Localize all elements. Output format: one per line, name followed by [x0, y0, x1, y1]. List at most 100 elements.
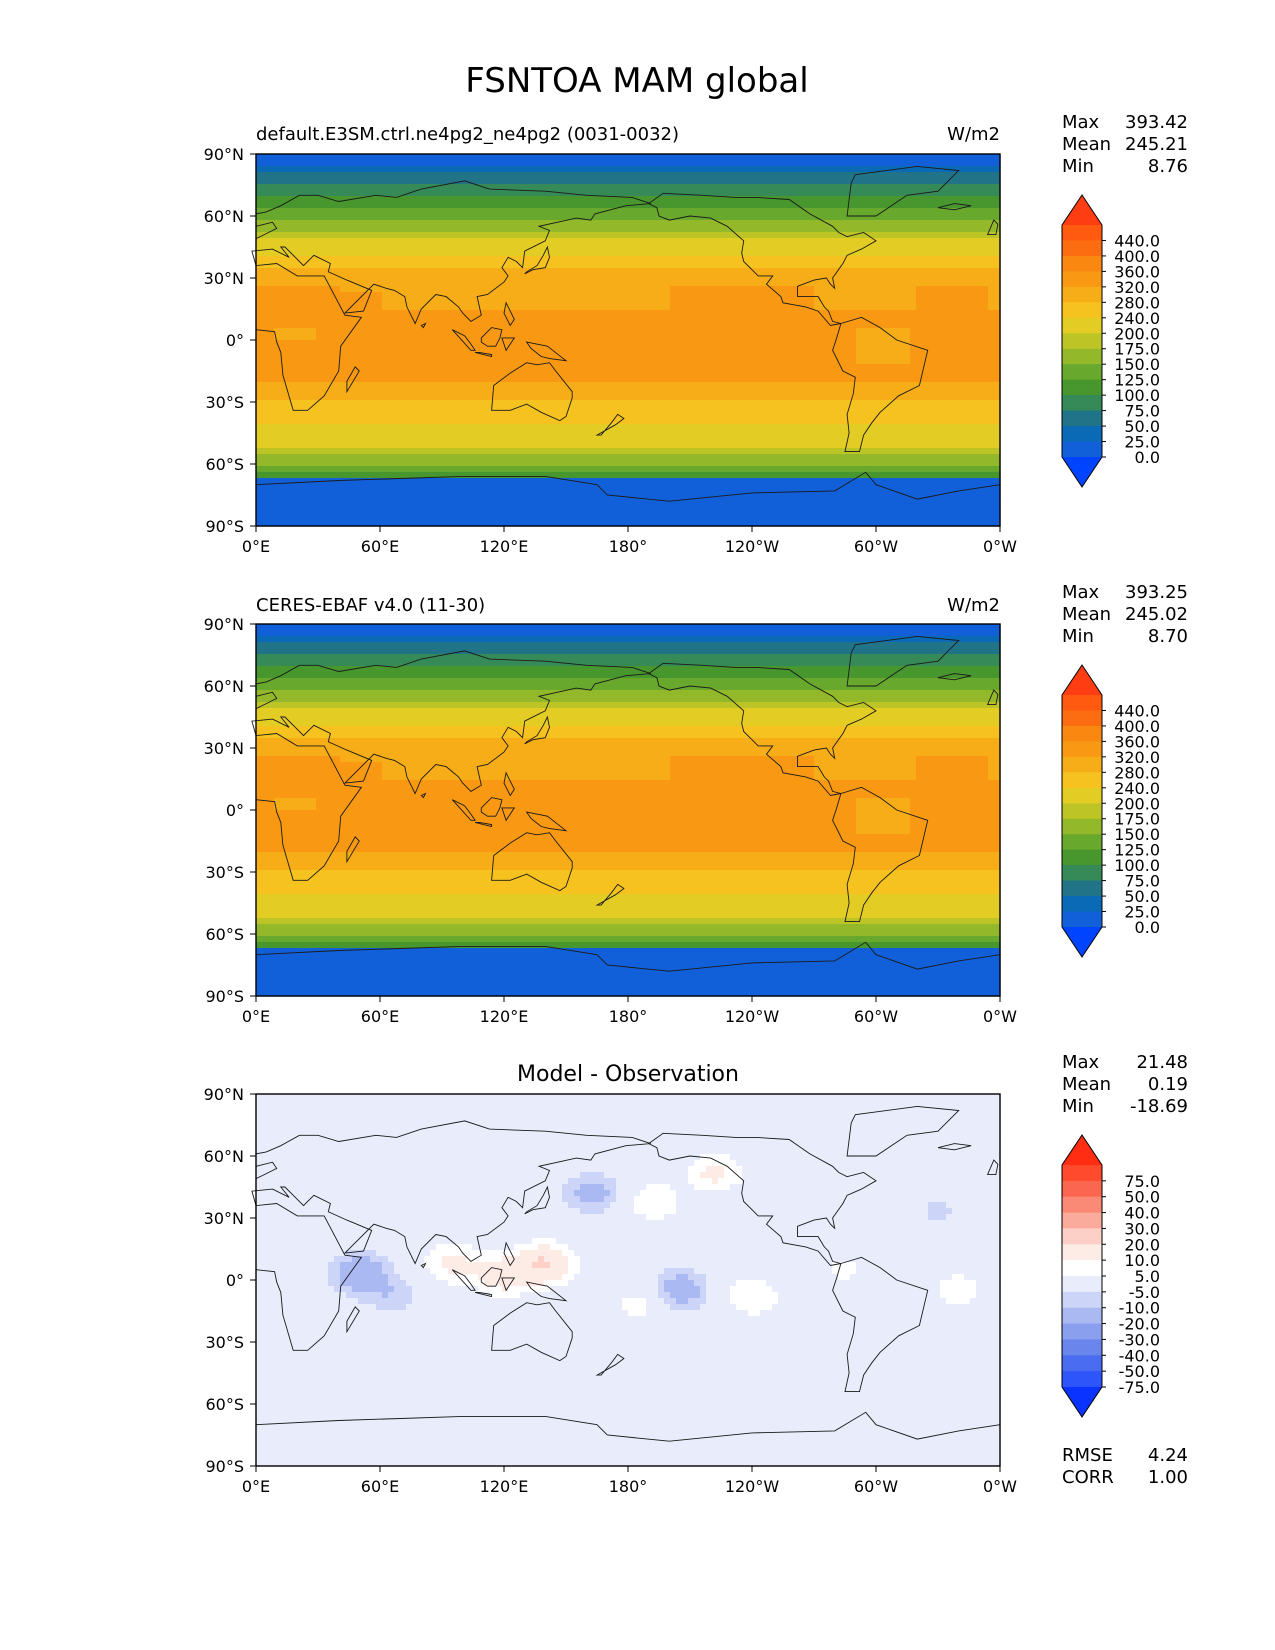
field-cell	[766, 268, 773, 275]
field-cell	[928, 292, 935, 299]
field-cell	[772, 280, 779, 287]
field-cell	[610, 322, 617, 329]
field-cell	[634, 262, 641, 269]
field-cell	[826, 340, 833, 347]
field-cell	[286, 358, 293, 365]
field-cell	[562, 364, 569, 371]
field-cell	[280, 388, 287, 395]
field-cell	[886, 388, 893, 395]
field-cell	[472, 202, 479, 209]
field-cell	[730, 322, 737, 329]
field-cell	[568, 322, 575, 329]
field-cell	[646, 178, 653, 185]
field-cell	[892, 256, 899, 263]
field-cell	[850, 190, 857, 197]
field-cell	[850, 244, 857, 251]
field-cell	[274, 238, 281, 245]
field-cell	[940, 244, 947, 251]
field-cell	[646, 286, 653, 293]
field-cell	[586, 328, 593, 335]
field-cell	[496, 202, 503, 209]
field-cell	[460, 382, 467, 389]
field-cell	[676, 286, 683, 293]
field-cell	[292, 166, 299, 173]
field-cell	[700, 334, 707, 341]
field-cell	[706, 256, 713, 263]
field-cell	[562, 202, 569, 209]
field-cell	[406, 340, 413, 347]
field-cell	[364, 328, 371, 335]
field-cell	[592, 358, 599, 365]
field-cell	[316, 184, 323, 191]
field-cell	[826, 262, 833, 269]
field-cell	[838, 310, 845, 317]
field-cell	[448, 184, 455, 191]
field-cell	[682, 316, 689, 323]
field-cell	[712, 316, 719, 323]
field-cell	[514, 340, 521, 347]
field-cell	[478, 322, 485, 329]
field-cell	[952, 268, 959, 275]
field-cell	[676, 268, 683, 275]
field-cell	[898, 178, 905, 185]
field-cell	[820, 310, 827, 317]
field-cell	[316, 214, 323, 221]
field-cell	[844, 388, 851, 395]
field-cell	[496, 298, 503, 305]
field-cell	[400, 364, 407, 371]
field-cell	[556, 340, 563, 347]
field-cell	[310, 160, 317, 167]
field-cell	[856, 262, 863, 269]
field-cell	[946, 310, 953, 317]
field-cell	[700, 298, 707, 305]
field-cell	[712, 322, 719, 329]
field-cell	[298, 274, 305, 281]
field-cell	[580, 160, 587, 167]
field-cell	[952, 298, 959, 305]
field-cell	[634, 334, 641, 341]
field-cell	[376, 268, 383, 275]
field-cell	[730, 346, 737, 353]
field-cell	[298, 172, 305, 179]
field-cell	[292, 226, 299, 233]
field-cell	[808, 286, 815, 293]
field-cell	[682, 286, 689, 293]
field-cell	[874, 280, 881, 287]
field-cell	[616, 214, 623, 221]
field-cell	[490, 256, 497, 263]
field-cell	[820, 208, 827, 215]
field-cell	[340, 388, 347, 395]
field-cell	[526, 352, 533, 359]
field-cell	[766, 220, 773, 227]
field-cell	[286, 184, 293, 191]
field-cell	[544, 370, 551, 377]
field-cell	[808, 388, 815, 395]
field-cell	[364, 262, 371, 269]
field-cell	[694, 298, 701, 305]
field-cell	[856, 178, 863, 185]
field-cell	[256, 154, 263, 161]
field-cell	[460, 232, 467, 239]
field-cell	[844, 310, 851, 317]
field-cell	[286, 280, 293, 287]
field-cell	[790, 220, 797, 227]
field-cell	[952, 220, 959, 227]
field-cell	[742, 286, 749, 293]
field-cell	[394, 244, 401, 251]
field-cell	[664, 232, 671, 239]
field-cell	[502, 214, 509, 221]
field-cell	[580, 256, 587, 263]
field-cell	[310, 364, 317, 371]
field-cell	[484, 274, 491, 281]
field-cell	[256, 214, 263, 221]
field-cell	[766, 316, 773, 323]
field-cell	[496, 166, 503, 173]
field-cell	[850, 208, 857, 215]
field-cell	[442, 232, 449, 239]
field-cell	[514, 358, 521, 365]
field-cell	[274, 166, 281, 173]
field-cell	[430, 340, 437, 347]
field-cell	[370, 310, 377, 317]
field-cell	[424, 352, 431, 359]
field-cell	[808, 160, 815, 167]
